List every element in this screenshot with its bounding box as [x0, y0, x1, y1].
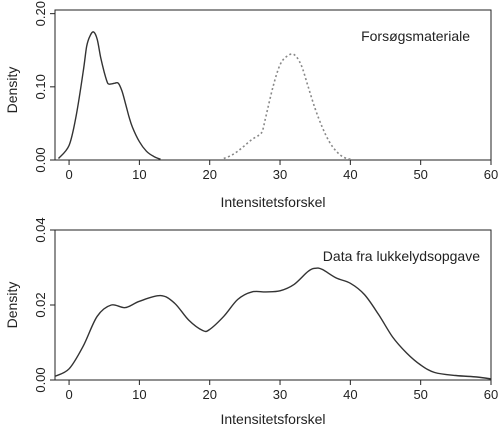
x-tick-label: 10 [132, 167, 146, 182]
density-curve-dotted [223, 53, 351, 161]
x-tick-label: 0 [65, 387, 72, 402]
y-tick-label: 0.02 [33, 292, 48, 317]
x-axis-label: Intensitetsforskel [220, 411, 325, 427]
x-tick-label: 10 [132, 387, 146, 402]
x-tick-label: 0 [65, 167, 72, 182]
x-tick-label: 40 [343, 167, 357, 182]
x-tick-label: 30 [273, 387, 287, 402]
y-tick-label: 0.00 [33, 367, 48, 392]
x-tick-label: 50 [413, 387, 427, 402]
x-axis-label: Intensitetsforskel [220, 194, 325, 210]
panel-forsogsmateriale: Forsøgsmateriale Intensitetsforskel Dens… [4, 1, 498, 210]
y-tick-label: 0.00 [33, 147, 48, 172]
x-tick-label: 60 [484, 167, 498, 182]
annotation: Data fra lukkelydsopgave [323, 248, 480, 264]
density-curve-solid [54, 267, 492, 380]
plot-frame [54, 9, 492, 161]
y-tick-label: 0.10 [33, 74, 48, 99]
panel-lukkelydsopgave: Data fra lukkelydsopgave Intensitetsfors… [4, 217, 498, 427]
x-tick-label: 50 [413, 167, 427, 182]
x-tick-label: 20 [202, 167, 216, 182]
x-tick-label: 60 [484, 387, 498, 402]
y-axis-label: Density [4, 282, 20, 329]
annotation: Forsøgsmateriale [361, 28, 470, 44]
x-tick-label: 30 [273, 167, 287, 182]
y-tick-label: 0.20 [33, 1, 48, 26]
x-tick-label: 20 [202, 387, 216, 402]
y-axis-label: Density [4, 67, 20, 114]
y-tick-label: 0.04 [33, 217, 48, 242]
density-curve-solid [57, 31, 161, 160]
x-tick-label: 40 [343, 387, 357, 402]
